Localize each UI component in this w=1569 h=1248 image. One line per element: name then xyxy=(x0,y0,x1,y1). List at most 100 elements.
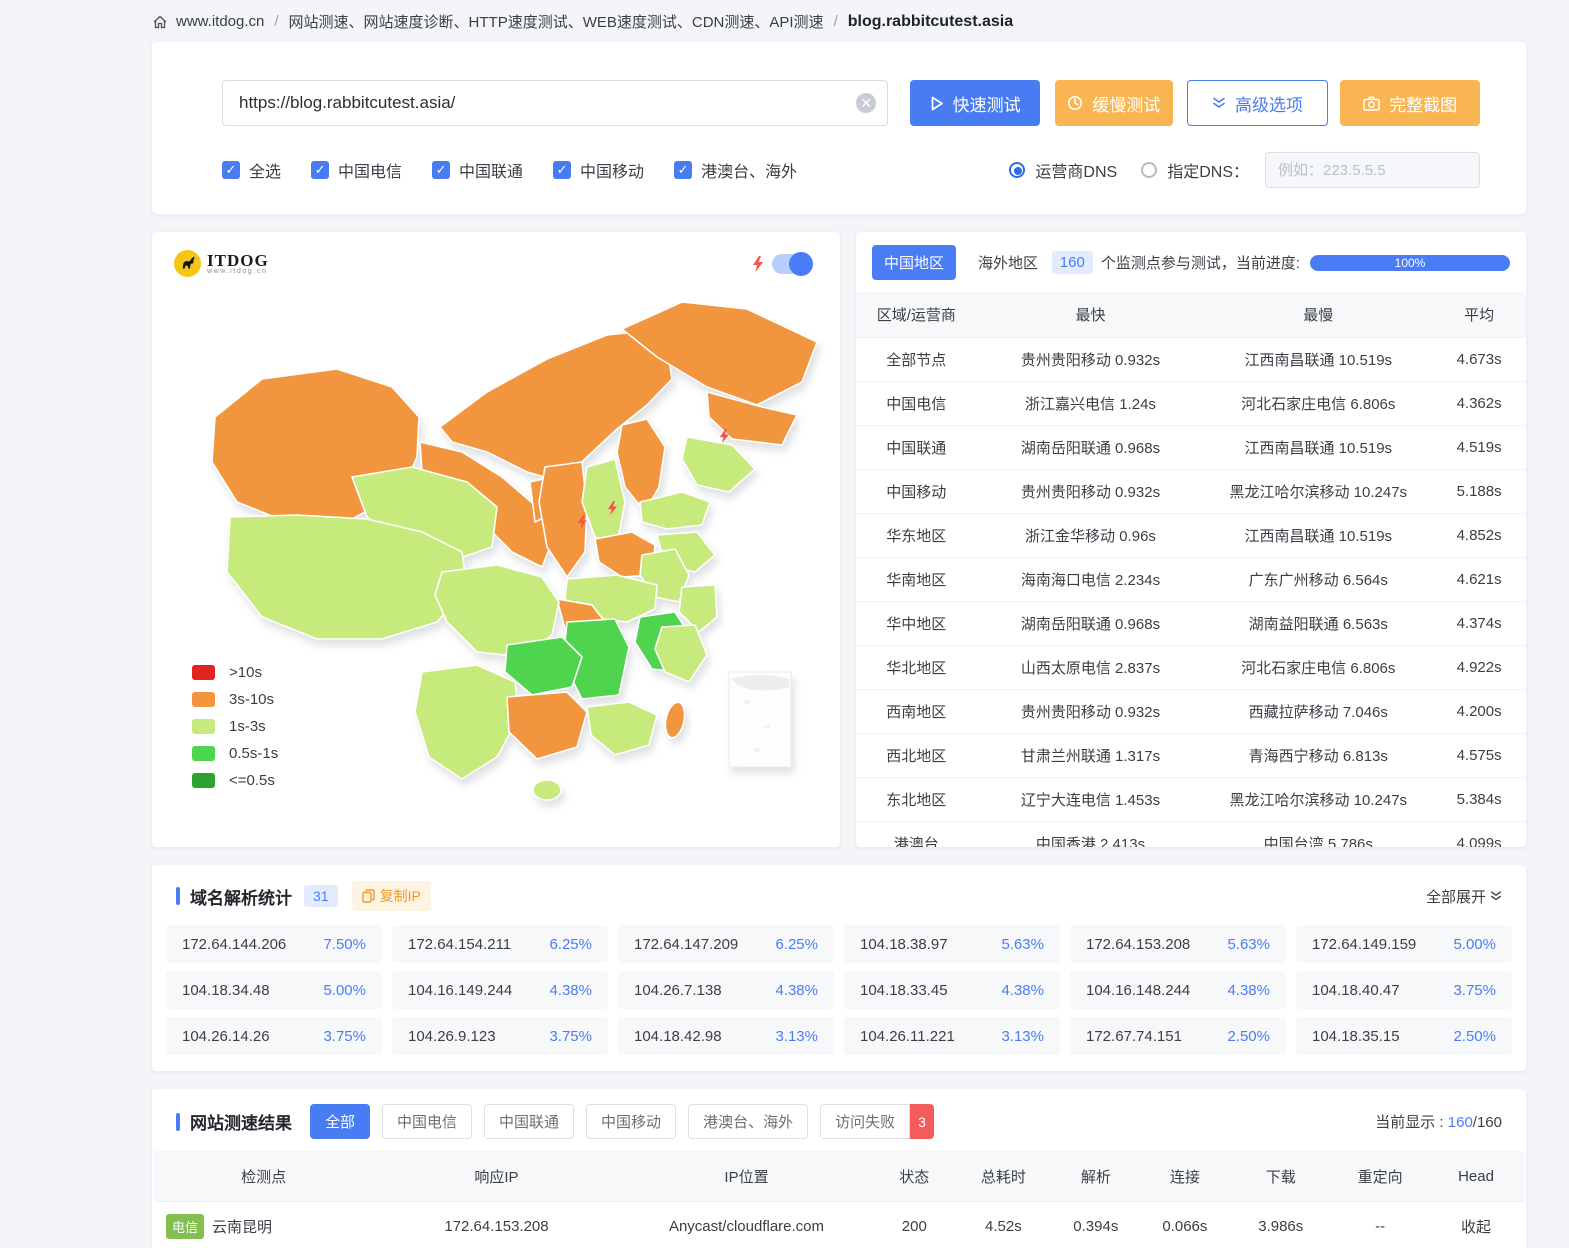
cell-slowest: 中国台湾 5.786s xyxy=(1204,821,1433,847)
ip-cell: 104.18.35.15 2.50% xyxy=(1296,1017,1512,1055)
ip-address: 104.18.42.98 xyxy=(634,1027,722,1045)
double-chevron-down-icon xyxy=(1213,97,1225,108)
ip-percent[interactable]: 2.50% xyxy=(1453,1027,1496,1045)
legend-item: 0.5s-1s xyxy=(192,745,278,762)
results-filter-tabs: 全部 中国电信 中国联通 中国移动 港澳台、海外 访问失败 3 xyxy=(310,1104,934,1139)
cell-region: 华中地区 xyxy=(856,601,977,646)
cell-fastest: 贵州贵阳移动 0.932s xyxy=(976,337,1205,382)
carrier-checkbox-group: ✓ 全选 ✓ 中国电信 ✓ 中国联通 ✓ 中国移动 ✓ 港澳台、海外 xyxy=(222,158,797,182)
legend-swatch-orange xyxy=(192,692,215,707)
legend-swatch-darkgreen xyxy=(192,773,215,788)
expand-all-label: 全部展开 xyxy=(1425,888,1486,906)
cell-slowest: 河北石家庄电信 6.806s xyxy=(1204,645,1433,690)
ip-percent[interactable]: 6.25% xyxy=(775,935,818,953)
tab-access-failed-wrap: 访问失败 3 xyxy=(820,1104,934,1139)
checkbox-china-telecom[interactable]: ✓ 中国电信 xyxy=(311,158,402,182)
ip-cell: 104.16.149.244 4.38% xyxy=(392,971,608,1009)
cell-average: 4.099s xyxy=(1432,821,1526,847)
ip-percent[interactable]: 3.75% xyxy=(549,1027,592,1045)
cell-ip-location: Anycast/cloudflare.com xyxy=(619,1201,874,1248)
tab-overseas-region[interactable]: 海外地区 xyxy=(978,255,1039,272)
checkbox-hmt-overseas[interactable]: ✓ 港澳台、海外 xyxy=(674,158,797,182)
url-input[interactable] xyxy=(222,80,889,126)
cell-fastest: 湖南岳阳联通 0.968s xyxy=(976,601,1205,646)
cell-fastest: 甘肃兰州联通 1.317s xyxy=(976,733,1205,778)
tab-all[interactable]: 全部 xyxy=(310,1104,371,1139)
ip-cell: 104.18.34.48 5.00% xyxy=(166,971,382,1009)
table-row: 中国联通 湖南岳阳联通 0.968s 江西南昌联通 10.519s 4.519s xyxy=(856,425,1526,470)
cell-slowest: 黑龙江哈尔滨移动 10.247s xyxy=(1204,777,1433,822)
cell-region: 全部节点 xyxy=(856,337,977,382)
ip-address: 104.16.148.244 xyxy=(1086,981,1191,999)
display-label: 当前显示 : xyxy=(1375,1114,1444,1131)
checkbox-label: 中国移动 xyxy=(580,164,645,181)
ip-percent[interactable]: 3.75% xyxy=(323,1027,366,1045)
table-row: 华南地区 海南海口电信 2.234s 广东广州移动 6.564s 4.621s xyxy=(856,557,1526,602)
legend-label: 1s-3s xyxy=(229,718,266,735)
ip-address: 172.64.149.159 xyxy=(1312,935,1417,953)
legend-label: <=0.5s xyxy=(229,772,275,789)
tab-china-mobile[interactable]: 中国移动 xyxy=(586,1104,677,1139)
expand-all-link[interactable]: 全部展开 xyxy=(1426,886,1502,907)
cell-average: 5.188s xyxy=(1432,469,1526,514)
cell-average: 4.519s xyxy=(1432,425,1526,470)
ip-percent[interactable]: 6.25% xyxy=(549,935,592,953)
breadcrumb-site[interactable]: www.itdog.cn xyxy=(176,13,265,30)
legend-item: <=0.5s xyxy=(192,772,278,789)
table-header-row: 区域/运营商 最快 最慢 平均 xyxy=(856,292,1526,338)
ip-percent[interactable]: 2.50% xyxy=(1227,1027,1270,1045)
ip-percent[interactable]: 5.63% xyxy=(1001,935,1044,953)
ip-percent[interactable]: 3.75% xyxy=(1453,981,1496,999)
copy-ip-button[interactable]: 复制IP xyxy=(351,881,431,911)
tab-china-unicom[interactable]: 中国联通 xyxy=(484,1104,575,1139)
ip-percent[interactable]: 5.00% xyxy=(1453,935,1496,953)
ip-cell: 172.64.144.206 7.50% xyxy=(166,925,382,963)
clear-input-icon[interactable]: ✕ xyxy=(856,93,877,113)
test-form-card: ✕ 快速测试 缓慢测试 高级选项 xyxy=(152,42,1526,214)
dns-count-badge: 31 xyxy=(304,885,338,907)
checkbox-checked-icon: ✓ xyxy=(432,161,451,179)
custom-dns-input[interactable] xyxy=(1265,152,1480,188)
ip-percent[interactable]: 4.38% xyxy=(1001,981,1044,999)
quick-test-button[interactable]: 快速测试 xyxy=(910,80,1040,126)
cell-average: 4.362s xyxy=(1432,381,1526,426)
ip-percent[interactable]: 7.50% xyxy=(323,935,366,953)
ip-percent[interactable]: 4.38% xyxy=(775,981,818,999)
radio-carrier-dns[interactable] xyxy=(1009,162,1026,178)
radio-custom-dns[interactable] xyxy=(1141,162,1158,178)
breadcrumb-services[interactable]: 网站测速、网站速度诊断、HTTP速度测试、WEB速度测试、CDN测速、API测速 xyxy=(288,14,824,31)
ip-percent[interactable]: 4.38% xyxy=(1227,981,1270,999)
tab-access-failed[interactable]: 访问失败 xyxy=(820,1104,911,1139)
dns-stats-title: 域名解析统计 xyxy=(190,888,292,908)
ip-percent[interactable]: 4.38% xyxy=(549,981,592,999)
advanced-options-button[interactable]: 高级选项 xyxy=(1186,80,1329,126)
full-screenshot-button[interactable]: 完整截图 xyxy=(1340,80,1480,126)
checkbox-select-all[interactable]: ✓ 全选 xyxy=(222,158,281,182)
col-status: 状态 xyxy=(873,1151,956,1202)
col-response-ip: 响应IP xyxy=(373,1151,620,1202)
checkbox-china-mobile[interactable]: ✓ 中国移动 xyxy=(553,158,644,182)
ip-address: 172.64.147.209 xyxy=(634,935,739,953)
cell-connect-time: 0.066s xyxy=(1140,1201,1230,1248)
ip-percent[interactable]: 3.13% xyxy=(775,1027,818,1045)
cell-head-collapse[interactable]: 收起 xyxy=(1428,1201,1524,1248)
tab-china-telecom[interactable]: 中国电信 xyxy=(382,1104,473,1139)
breadcrumb-current: blog.rabbitcutest.asia xyxy=(847,12,1014,30)
tab-hmt-overseas[interactable]: 港澳台、海外 xyxy=(688,1104,809,1139)
cell-region: 华南地区 xyxy=(856,557,977,602)
cell-download-time: 3.986s xyxy=(1229,1201,1333,1248)
cell-average: 4.852s xyxy=(1432,513,1526,558)
ip-percent[interactable]: 5.63% xyxy=(1227,935,1270,953)
radio-carrier-dns-label: 运营商DNS xyxy=(1035,164,1118,181)
ip-percent[interactable]: 3.13% xyxy=(1001,1027,1044,1045)
legend-swatch-green xyxy=(192,746,215,761)
col-region: 区域/运营商 xyxy=(856,292,977,338)
ip-percent[interactable]: 5.00% xyxy=(323,981,366,999)
slow-test-button[interactable]: 缓慢测试 xyxy=(1054,80,1173,126)
tab-china-region[interactable]: 中国地区 xyxy=(872,245,957,280)
table-row: 电信 云南昆明 172.64.153.208 Anycast/cloudflare… xyxy=(154,1201,1524,1248)
fast-mode-toggle[interactable] xyxy=(772,252,813,276)
cell-fastest: 山西太原电信 2.837s xyxy=(976,645,1205,690)
checkbox-china-unicom[interactable]: ✓ 中国联通 xyxy=(432,158,523,182)
cell-slowest: 江西南昌联通 10.519s xyxy=(1204,425,1433,470)
